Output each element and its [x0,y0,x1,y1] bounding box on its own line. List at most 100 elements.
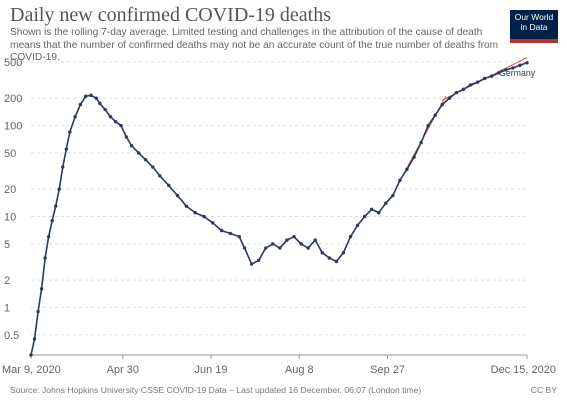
data-point [219,228,224,233]
data-point [73,115,77,119]
data-point [264,246,268,250]
data-point [313,238,317,242]
x-tick-label: Jun 19 [195,364,228,376]
x-tick-label: Dec 15, 2020 [491,364,556,376]
data-point [46,234,51,239]
data-point [497,71,501,75]
data-point [405,167,409,172]
x-tick-label: Sep 27 [370,364,405,376]
footer: Source: Johns Hopkins University CSSE CO… [10,385,557,395]
y-tick-label: 100 [4,121,22,133]
data-point [211,221,215,225]
data-point [511,66,515,70]
data-point [426,123,430,128]
data-point [68,130,72,134]
series-line-germany [30,62,528,356]
data-point [525,61,529,65]
logo-accent-bar [510,39,558,43]
data-point [89,93,93,98]
x-tick-label: Apr 30 [107,364,139,376]
y-tick-label: 200 [4,93,22,105]
data-point [237,234,241,239]
data-point [461,87,466,92]
data-point [440,102,444,107]
data-point [454,90,459,95]
data-point [184,204,189,208]
data-point [320,250,324,255]
data-point [341,250,346,255]
data-point [64,147,69,151]
data-point [124,135,129,139]
data-point [114,120,118,124]
data-point [377,211,381,215]
data-point [398,178,402,183]
owid-logo[interactable]: Our World in Data [510,10,558,43]
gridlines [31,61,527,336]
data-point [39,287,44,291]
data-point [292,234,296,239]
data-point [50,218,54,223]
y-tick-label: 0.5 [4,330,19,342]
data-point [57,187,61,191]
data-point [285,238,289,242]
data-point [193,211,197,215]
y-tick-label: 20 [4,184,16,196]
data-point [166,183,171,188]
data-point [489,74,494,78]
data-point [84,94,88,98]
data-point [482,76,487,81]
data-point [278,246,282,250]
data-point [108,115,113,119]
data-point [518,63,522,67]
data-point [369,207,374,212]
data-point [202,214,206,219]
data-point [228,231,233,236]
data-point [78,102,83,107]
data-point [151,165,155,169]
series-group [29,61,529,357]
data-point [43,256,47,260]
data-point [32,337,37,341]
y-tick-label: 50 [4,148,16,160]
y-axis-ticks: 0.5 1 2 5 10 20 50 100 200 500 [4,57,22,342]
y-tick-label: 500 [4,57,22,69]
data-point [348,234,353,239]
data-point [355,223,360,228]
data-point [433,113,437,117]
chart-subtitle: Shown is the rolling 7-day average. Limi… [10,27,499,63]
y-tick-label: 10 [4,212,16,224]
x-tick-label: Aug 8 [285,364,314,376]
data-point [54,204,58,208]
data-point [98,101,102,106]
series-labels: Germany [499,68,536,78]
data-point [119,123,123,128]
data-point [61,165,65,169]
x-tick-label: Mar 9, 2020 [2,364,61,376]
data-point [327,256,332,260]
data-point [391,193,395,198]
data-point [447,96,452,100]
data-point [94,96,99,100]
data-point [412,155,416,159]
data-point [136,151,141,155]
y-tick-label: 5 [4,239,10,251]
data-point [103,107,107,112]
y-tick-label: 2 [4,275,10,287]
data-point [29,353,33,357]
data-point [299,242,303,246]
data-point [362,214,367,219]
data-point [249,262,254,266]
data-point [36,309,40,314]
license-label[interactable]: CC BY [530,385,557,395]
data-point [306,246,310,250]
data-point [468,83,473,87]
chart-title: Daily new confirmed COVID-19 deaths [10,4,332,26]
data-point [334,259,339,264]
x-axis-ticks: Mar 9, 2020 Apr 30 Jun 19 Aug 8 Sep 27 Dec 15… [2,354,556,376]
data-point [257,258,261,262]
logo-line-1: Our World [514,12,554,22]
data-point [419,140,423,145]
data-point [504,68,508,72]
data-point [144,158,148,162]
